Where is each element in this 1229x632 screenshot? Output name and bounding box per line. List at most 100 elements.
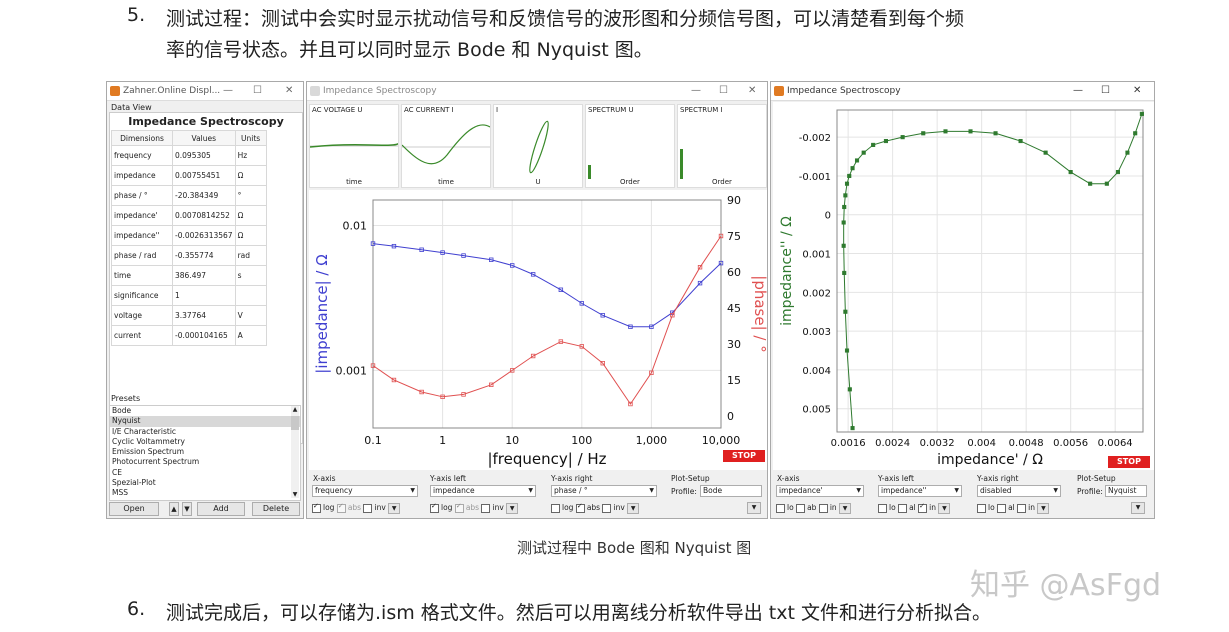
- yl-inv-checkbox[interactable]: [918, 502, 928, 513]
- y-right-select[interactable]: phase / ° ▼: [551, 485, 657, 497]
- profile-input[interactable]: Nyquist: [1105, 485, 1147, 497]
- row-dimension: voltage: [111, 305, 173, 326]
- y-right-select[interactable]: disabled ▼: [977, 485, 1061, 497]
- row-unit: rad: [234, 245, 267, 266]
- yr-abs-checkbox[interactable]: [997, 503, 1007, 513]
- move-up-button[interactable]: ▲: [169, 502, 179, 516]
- x-abs-checkbox[interactable]: [796, 503, 806, 513]
- preset-item[interactable]: Bode: [112, 406, 132, 415]
- x-axis-select[interactable]: frequency ▼: [312, 485, 418, 497]
- data-point: [461, 392, 466, 397]
- x-axis-menu-button[interactable]: ▼: [388, 503, 401, 514]
- yl-abs-label: al: [909, 503, 916, 512]
- yl-log-checkbox[interactable]: [430, 502, 439, 513]
- preset-item[interactable]: Spezial-Plot: [112, 478, 156, 488]
- plot-setup-menu-button[interactable]: ▼: [1131, 502, 1145, 514]
- yl-abs-checkbox[interactable]: [454, 502, 464, 513]
- y-left-options: log abs inv ▼: [430, 502, 519, 514]
- data-point: [847, 173, 852, 179]
- x-inv-label: in: [829, 503, 837, 512]
- yr-abs-label: al: [1008, 503, 1015, 512]
- presets-scrollbar[interactable]: ▲ ▼: [291, 406, 299, 498]
- data-point: [600, 360, 605, 366]
- delete-button[interactable]: Delete: [252, 502, 300, 516]
- scroll-down-icon[interactable]: ▼: [292, 491, 298, 498]
- preset-item[interactable]: Nyquist: [110, 416, 300, 427]
- data-point: [370, 241, 376, 246]
- preset-item[interactable]: CE: [112, 467, 122, 477]
- yr-inv-checkbox[interactable]: [1017, 503, 1027, 513]
- yr-inv-checkbox[interactable]: [602, 503, 612, 513]
- close-icon[interactable]: ✕: [1133, 85, 1142, 96]
- maximize-icon[interactable]: ☐: [253, 85, 262, 96]
- y-tick-label: -0.001: [799, 172, 831, 183]
- data-point: [489, 382, 494, 387]
- spectrum-u-bar: [588, 165, 591, 179]
- data-point: [718, 233, 724, 239]
- x-abs-checkbox[interactable]: [336, 502, 346, 513]
- open-button[interactable]: Open: [109, 502, 159, 516]
- col-header-units: Units: [234, 130, 267, 146]
- stop-button[interactable]: STOP: [723, 450, 765, 462]
- x-tick-label: 1: [439, 434, 446, 447]
- scroll-thumb[interactable]: [291, 416, 299, 430]
- data-point: [1139, 111, 1144, 116]
- y-left-options: lo al in ▼: [878, 502, 951, 514]
- x-log-checkbox[interactable]: [776, 503, 785, 513]
- yl-inv-checkbox[interactable]: [481, 503, 491, 513]
- stop-button[interactable]: STOP: [1108, 456, 1150, 468]
- x-tick-label: 0.0064: [1098, 438, 1133, 449]
- presets-list[interactable]: Bode Nyquist I/E Characteristic Cyclic Volt…: [109, 405, 301, 501]
- data-point: [370, 363, 376, 368]
- bode-chart: 0.1 1 10 100 1,000 10,000 0.01 0.001 90 75 60 45 30 1…: [313, 194, 767, 468]
- add-button[interactable]: Add: [197, 502, 245, 516]
- x-tick-label: 0.1: [364, 434, 382, 447]
- minimize-icon[interactable]: —: [1073, 85, 1083, 96]
- table-row: impedance 0.00755451 Ω: [111, 165, 267, 186]
- y-left-menu-button[interactable]: ▼: [506, 503, 519, 514]
- close-icon[interactable]: ✕: [748, 85, 757, 96]
- maximize-icon[interactable]: ☐: [1101, 85, 1110, 96]
- data-point: [697, 265, 703, 270]
- scroll-up-icon[interactable]: ▲: [292, 406, 298, 413]
- move-down-button[interactable]: ▼: [182, 502, 192, 516]
- preset-item[interactable]: Photocurrent Spectrum: [112, 457, 200, 467]
- minimize-icon[interactable]: —: [691, 85, 701, 96]
- nyquist-titlebar: Impedance Spectroscopy — ☐ ✕: [771, 82, 1154, 101]
- minimize-icon[interactable]: —: [223, 85, 233, 96]
- yl-abs-checkbox[interactable]: [898, 503, 908, 513]
- data-view-heading: Impedance Spectroscopy: [128, 115, 284, 128]
- maximize-icon[interactable]: ☐: [719, 85, 728, 96]
- row-dimension: significance: [111, 285, 173, 306]
- data-point: [419, 247, 424, 252]
- y-axis-label: |impedance| / Ω: [313, 254, 331, 373]
- preset-item[interactable]: Cyclic Voltammetry: [112, 436, 185, 446]
- x-axis-select-value: frequency: [315, 486, 353, 495]
- yl-log-label: lo: [889, 503, 896, 512]
- x-axis-select[interactable]: impedance' ▼: [776, 485, 864, 497]
- y-left-select[interactable]: impedance'' ▼: [878, 485, 962, 497]
- x-inv-checkbox[interactable]: [818, 503, 828, 513]
- y-left-menu-button[interactable]: ▼: [938, 503, 951, 514]
- yr-abs-checkbox[interactable]: [575, 502, 585, 513]
- preset-item[interactable]: Emission Spectrum: [112, 447, 185, 457]
- y-right-menu-button[interactable]: ▼: [1037, 503, 1050, 514]
- y-right-menu-button[interactable]: ▼: [627, 503, 640, 514]
- plot-setup-menu-button[interactable]: ▼: [747, 502, 761, 514]
- preset-item[interactable]: MSS: [112, 488, 128, 498]
- profile-input[interactable]: Bode: [700, 485, 762, 497]
- x-inv-checkbox[interactable]: [363, 503, 373, 513]
- row-dimension: time: [111, 265, 173, 286]
- data-view-panel: Impedance Spectroscopy Dimensions Values…: [109, 112, 303, 444]
- yr-log-checkbox[interactable]: [977, 503, 986, 513]
- preset-item[interactable]: I/E Characteristic: [112, 426, 177, 436]
- x-tick-label: 0.004: [967, 438, 996, 449]
- yr-log-checkbox[interactable]: [551, 503, 560, 513]
- y-left-select[interactable]: impedance ▼: [430, 485, 536, 497]
- close-icon[interactable]: ✕: [285, 85, 294, 96]
- row-value: 0.095305: [172, 145, 236, 166]
- x-log-checkbox[interactable]: [312, 502, 321, 513]
- x-axis-menu-button[interactable]: ▼: [839, 503, 852, 514]
- yl-log-checkbox[interactable]: [878, 503, 887, 513]
- y2-tick-label: 75: [727, 230, 741, 243]
